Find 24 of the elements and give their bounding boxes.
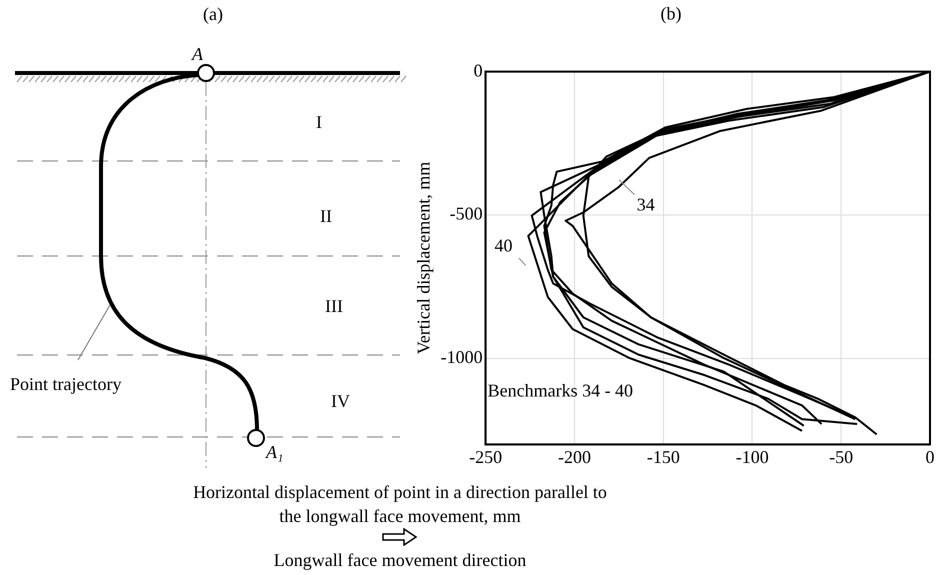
text: A bbox=[192, 44, 203, 64]
x-tick-label: -250 bbox=[469, 446, 502, 467]
y-tick-label: -1000 bbox=[440, 347, 483, 368]
annotation: 40 bbox=[494, 236, 512, 256]
text: III bbox=[325, 296, 343, 316]
x-tick-label: -100 bbox=[736, 446, 769, 467]
chart-title: (b) bbox=[660, 4, 682, 24]
text: A₁ bbox=[266, 442, 284, 462]
x-tick-label: -200 bbox=[558, 446, 591, 467]
x-axis-title: Horizontal displacement of point in a direction parallel to the longwall face movement, mm bbox=[192, 481, 608, 528]
x-tick-label: -150 bbox=[646, 446, 680, 467]
text: IV bbox=[331, 391, 350, 411]
y-tick-label: -500 bbox=[450, 204, 483, 224]
text: II bbox=[320, 206, 332, 226]
annotation: 34 bbox=[636, 194, 655, 215]
text: Longwall face movement direction bbox=[274, 550, 526, 570]
annotation: Benchmarks 34 - 40 bbox=[488, 380, 634, 400]
x-tick-label: 0 bbox=[926, 446, 934, 467]
text: (a) bbox=[203, 4, 223, 24]
text: I bbox=[316, 112, 322, 132]
x-tick-label: -50 bbox=[829, 446, 854, 467]
text: Point trajectory bbox=[10, 374, 122, 394]
y-axis-title: Vertical displacement, mm bbox=[414, 162, 434, 354]
y-tick-label: 0 bbox=[474, 60, 483, 80]
